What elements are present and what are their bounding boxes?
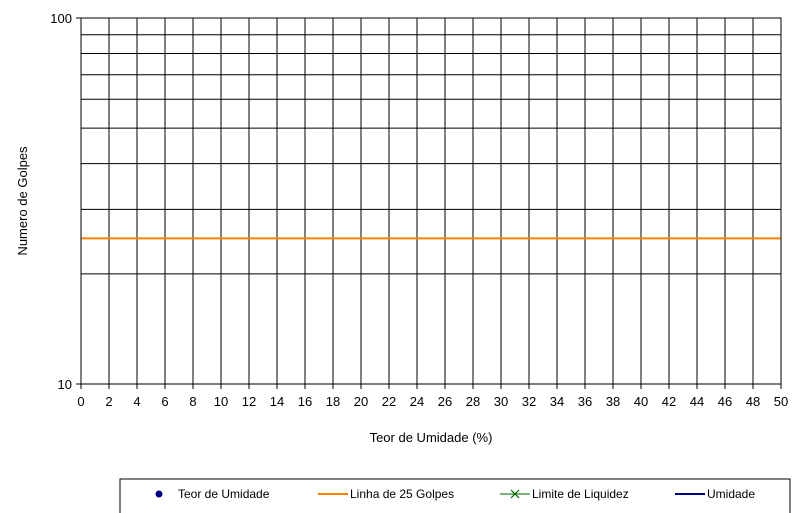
x-tick-label: 22 — [382, 394, 396, 409]
legend-item: Limite de Liquidez — [500, 487, 629, 501]
x-tick-label: 50 — [774, 394, 788, 409]
x-tick-label: 12 — [242, 394, 256, 409]
x-tick-label: 34 — [550, 394, 564, 409]
legend: Teor de Umidade Linha de 25 Golpes Limite … — [119, 478, 791, 513]
x-tick-label: 44 — [690, 394, 704, 409]
x-tick-label: 30 — [494, 394, 508, 409]
legend-items: Teor de Umidade Linha de 25 Golpes Limite … — [155, 487, 755, 501]
legend-swatch-circle — [155, 490, 163, 498]
legend-swatch-x-marker — [510, 489, 520, 499]
legend-box — [119, 478, 791, 513]
x-tick-label: 26 — [438, 394, 452, 409]
x-tick-label: 14 — [270, 394, 284, 409]
x-tick-label: 48 — [746, 394, 760, 409]
x-tick-label: 28 — [466, 394, 480, 409]
y-tick-label: 10 — [58, 377, 72, 392]
y-tick-labels: 10 100 — [50, 11, 72, 392]
legend-item: Linha de 25 Golpes — [318, 487, 454, 501]
x-tick-label: 6 — [161, 394, 168, 409]
x-tick-label: 42 — [662, 394, 676, 409]
x-tick-label: 38 — [606, 394, 620, 409]
plot-area-frame — [80, 17, 782, 385]
legend-label: Linha de 25 Golpes — [350, 487, 454, 501]
x-tick-label: 18 — [326, 394, 340, 409]
legend-label: Umidade — [707, 487, 755, 501]
x-tick-label: 8 — [189, 394, 196, 409]
x-tick-label: 40 — [634, 394, 648, 409]
x-tick-label: 32 — [522, 394, 536, 409]
legend-item: Teor de Umidade — [155, 487, 270, 501]
x-tick-label: 2 — [105, 394, 112, 409]
x-tick-label: 0 — [77, 394, 84, 409]
x-tick-label: 10 — [214, 394, 228, 409]
x-tick-label: 24 — [410, 394, 424, 409]
legend-label: Limite de Liquidez — [532, 487, 629, 501]
x-tick-label: 20 — [354, 394, 368, 409]
x-tick-label: 36 — [578, 394, 592, 409]
x-tick-labels: 0 2 4 6 8 10 12 14 16 18 20 22 24 26 28 30 32 34 36 38 40 42 4… — [77, 394, 788, 409]
x-tick-label: 16 — [298, 394, 312, 409]
legend-label: Teor de Umidade — [178, 487, 270, 501]
x-tick-label: 4 — [133, 394, 140, 409]
x-axis-title: Teor de Umidade (%) — [370, 430, 493, 445]
legend-item: Umidade — [675, 487, 755, 501]
x-tick-label: 46 — [718, 394, 732, 409]
y-axis-title: Numero de Golpes — [15, 146, 30, 256]
y-tick-label: 100 — [50, 11, 72, 26]
grid-layer — [76, 17, 782, 389]
